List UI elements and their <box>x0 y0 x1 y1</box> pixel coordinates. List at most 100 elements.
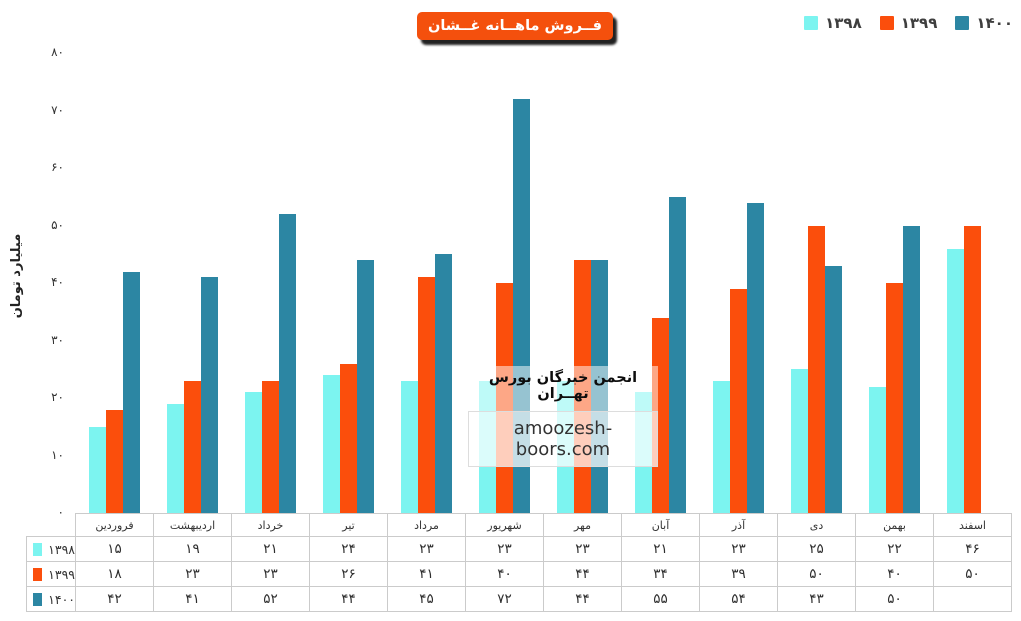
bar <box>261 380 279 513</box>
value-cell: ۴۴ <box>309 586 388 612</box>
legend-label: ۱۳۹۹ <box>900 14 938 32</box>
bar <box>434 254 452 513</box>
bar <box>790 369 808 513</box>
value-cell: ۵۴ <box>699 586 778 612</box>
bar <box>668 196 686 513</box>
table-row: ۱۴۰۰ ۴۲ ۴۱ ۵۲ ۴۴ ۴۵ ۷۲ ۴۴ ۵۵ ۵۴ ۴۳ ۵۰ <box>26 586 1012 612</box>
bar <box>868 386 886 513</box>
series-label-cell: ۱۳۹۸ <box>26 536 76 562</box>
month-header: شهریور <box>465 513 544 537</box>
data-table: فروردین اردیبهشت خرداد تیر مرداد شهریور مهر آبا… <box>26 513 1012 612</box>
bar-group-month-1 <box>75 53 153 513</box>
bar <box>183 380 201 513</box>
month-header: مرداد <box>387 513 466 537</box>
legend: ۱۳۹۸ ۱۳۹۹ ۱۴۰۰ <box>804 14 1013 32</box>
y-tick-label: ۵۰ <box>51 217 64 232</box>
bar-group-month-4 <box>309 53 387 513</box>
value-cell: ۲۳ <box>465 536 544 562</box>
y-tick-label: ۸۰ <box>51 45 64 59</box>
value-cell: ۵۰ <box>855 586 934 612</box>
value-cell: ۲۱ <box>621 536 700 562</box>
series-year-label: ۱۴۰۰ <box>48 591 75 607</box>
bar <box>105 409 123 513</box>
table-row: ۱۳۹۹ ۱۸ ۲۳ ۲۳ ۲۶ ۴۱ ۴۰ ۴۴ ۳۴ ۳۹ ۵۰ ۴۰ ۵۰ <box>26 561 1012 587</box>
y-tick-label: ۳۰ <box>51 332 64 347</box>
bar <box>824 265 842 513</box>
bar <box>322 375 340 513</box>
value-cell: ۴۱ <box>387 561 466 587</box>
bar <box>746 202 764 513</box>
value-cell: ۲۴ <box>309 536 388 562</box>
watermark: انجمن خبرگان بورس تهــران amoozesh-boors… <box>468 366 658 467</box>
bar <box>166 403 184 513</box>
legend-item: ۱۴۰۰ <box>955 14 1013 32</box>
legend-label: ۱۳۹۸ <box>825 14 862 32</box>
value-cell: ۴۶ <box>933 536 1012 562</box>
watermark-text-fa: انجمن خبرگان بورس تهــران <box>488 370 638 402</box>
y-tick-label: ۱۰ <box>51 447 64 462</box>
bar <box>88 426 106 513</box>
series-label-cell: ۱۳۹۹ <box>26 561 76 587</box>
bar-group-month-5 <box>387 53 465 513</box>
table-header-row: فروردین اردیبهشت خرداد تیر مرداد شهریور مهر آبا… <box>27 513 1012 537</box>
legend-color-chip <box>804 16 819 30</box>
value-cell: ۲۶ <box>309 561 388 587</box>
bar <box>963 225 981 513</box>
legend-item: ۱۳۹۸ <box>804 14 862 32</box>
bar-group-month-3 <box>231 53 309 513</box>
bar <box>400 380 418 513</box>
value-cell: ۲۳ <box>543 536 622 562</box>
bar-group-month-11 <box>855 53 933 513</box>
bar <box>902 225 920 513</box>
month-header: اسفند <box>933 513 1012 537</box>
value-cell: ۲۱ <box>231 536 310 562</box>
legend-color-chip <box>879 16 894 30</box>
value-cell: ۴۱ <box>153 586 232 612</box>
value-cell: ۵۲ <box>231 586 310 612</box>
bar-group-month-10 <box>777 53 855 513</box>
value-cell: ۳۴ <box>621 561 700 587</box>
value-cell: ۳۹ <box>699 561 778 587</box>
bar-group-month-2 <box>153 53 231 513</box>
bar <box>729 288 747 513</box>
month-header: اردیبهشت <box>153 513 232 537</box>
y-tick-label: ۷۰ <box>51 102 64 117</box>
value-cell: ۷۲ <box>465 586 544 612</box>
value-cell: ۱۸ <box>75 561 154 587</box>
legend-item: ۱۳۹۹ <box>879 14 938 32</box>
bar <box>712 380 730 513</box>
bar-group-month-9 <box>699 53 777 513</box>
series-year-label: ۱۳۹۸ <box>48 541 75 557</box>
value-cell: ۴۲ <box>75 586 154 612</box>
month-header: آذر <box>699 513 778 537</box>
month-header: دی <box>777 513 856 537</box>
y-tick-label: ۴۰ <box>51 275 64 289</box>
month-header: تیر <box>309 513 388 537</box>
value-cell: ۵۰ <box>777 561 856 587</box>
bar <box>278 214 296 513</box>
value-cell: ۵۰ <box>933 561 1012 587</box>
month-header: خرداد <box>231 513 310 537</box>
value-cell: ۲۳ <box>231 561 310 587</box>
bar <box>885 283 903 513</box>
legend-label: ۱۴۰۰ <box>976 14 1013 32</box>
value-cell: ۴۴ <box>543 586 622 612</box>
value-cell: ۱۵ <box>75 536 154 562</box>
bar <box>122 271 140 513</box>
value-cell: ۱۹ <box>153 536 232 562</box>
bar <box>200 277 218 513</box>
series-label-cell: ۱۴۰۰ <box>26 586 76 612</box>
value-cell: ۴۰ <box>855 561 934 587</box>
chart-title: فــروش ماهــانه غــشان <box>417 12 613 40</box>
month-header: فروردین <box>75 513 154 537</box>
month-header: مهر <box>543 513 622 537</box>
table-corner-cell <box>27 514 76 537</box>
series-color-chip <box>33 567 43 581</box>
month-header: بهمن <box>855 513 934 537</box>
bar <box>356 260 374 513</box>
value-cell <box>933 586 1012 612</box>
value-cell: ۲۳ <box>153 561 232 587</box>
value-cell: ۴۴ <box>543 561 622 587</box>
y-axis-title: میلیارد تومان <box>9 233 24 319</box>
bar <box>244 392 262 513</box>
